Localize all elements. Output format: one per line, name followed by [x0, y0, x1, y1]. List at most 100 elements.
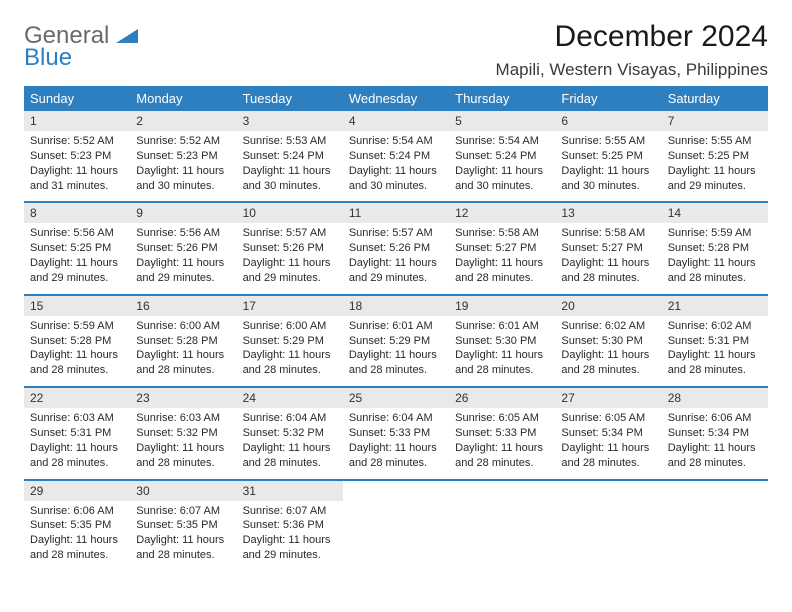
- calendar-cell: 19Sunrise: 6:01 AMSunset: 5:30 PMDayligh…: [449, 295, 555, 387]
- sunset-text: Sunset: 5:24 PM: [455, 149, 549, 164]
- calendar-cell: 4Sunrise: 5:54 AMSunset: 5:24 PMDaylight…: [343, 111, 449, 202]
- day-number: 30: [130, 481, 236, 501]
- day-number: 15: [24, 296, 130, 316]
- day-body: Sunrise: 5:54 AMSunset: 5:24 PMDaylight:…: [343, 131, 449, 201]
- sunrise-text: Sunrise: 6:01 AM: [349, 319, 443, 334]
- daylight-text: Daylight: 11 hours and 28 minutes.: [30, 533, 124, 563]
- daylight-text: Daylight: 11 hours and 29 minutes.: [30, 256, 124, 286]
- day-body: Sunrise: 6:01 AMSunset: 5:30 PMDaylight:…: [449, 316, 555, 386]
- calendar-cell: 2Sunrise: 5:52 AMSunset: 5:23 PMDaylight…: [130, 111, 236, 202]
- day-body: Sunrise: 6:03 AMSunset: 5:31 PMDaylight:…: [24, 408, 130, 478]
- sunset-text: Sunset: 5:33 PM: [349, 426, 443, 441]
- day-body: Sunrise: 6:02 AMSunset: 5:31 PMDaylight:…: [662, 316, 768, 386]
- day-number: 20: [555, 296, 661, 316]
- calendar-row: 8Sunrise: 5:56 AMSunset: 5:25 PMDaylight…: [24, 202, 768, 294]
- day-number: 25: [343, 388, 449, 408]
- sunset-text: Sunset: 5:26 PM: [243, 241, 337, 256]
- sunrise-text: Sunrise: 5:56 AM: [30, 226, 124, 241]
- calendar-table: Sunday Monday Tuesday Wednesday Thursday…: [24, 86, 768, 571]
- daylight-text: Daylight: 11 hours and 28 minutes.: [668, 256, 762, 286]
- daylight-text: Daylight: 11 hours and 28 minutes.: [243, 441, 337, 471]
- day-number: 17: [237, 296, 343, 316]
- sunset-text: Sunset: 5:26 PM: [349, 241, 443, 256]
- sunset-text: Sunset: 5:30 PM: [561, 334, 655, 349]
- day-body: Sunrise: 6:06 AMSunset: 5:34 PMDaylight:…: [662, 408, 768, 478]
- day-number: 14: [662, 203, 768, 223]
- day-number: 10: [237, 203, 343, 223]
- day-body: Sunrise: 6:00 AMSunset: 5:29 PMDaylight:…: [237, 316, 343, 386]
- daylight-text: Daylight: 11 hours and 31 minutes.: [30, 164, 124, 194]
- day-body: Sunrise: 5:56 AMSunset: 5:25 PMDaylight:…: [24, 223, 130, 293]
- logo: General Blue: [24, 24, 138, 70]
- day-header: Monday: [130, 86, 236, 111]
- location-subtitle: Mapili, Western Visayas, Philippines: [496, 60, 768, 80]
- sunrise-text: Sunrise: 5:59 AM: [30, 319, 124, 334]
- day-number: 27: [555, 388, 661, 408]
- calendar-cell: 13Sunrise: 5:58 AMSunset: 5:27 PMDayligh…: [555, 202, 661, 294]
- day-body: Sunrise: 6:01 AMSunset: 5:29 PMDaylight:…: [343, 316, 449, 386]
- sunset-text: Sunset: 5:32 PM: [243, 426, 337, 441]
- day-number: 29: [24, 481, 130, 501]
- sunset-text: Sunset: 5:31 PM: [668, 334, 762, 349]
- day-number: 11: [343, 203, 449, 223]
- day-header: Wednesday: [343, 86, 449, 111]
- sunrise-text: Sunrise: 6:07 AM: [243, 504, 337, 519]
- daylight-text: Daylight: 11 hours and 30 minutes.: [243, 164, 337, 194]
- day-number: 12: [449, 203, 555, 223]
- sunrise-text: Sunrise: 6:00 AM: [136, 319, 230, 334]
- daylight-text: Daylight: 11 hours and 29 minutes.: [243, 533, 337, 563]
- daylight-text: Daylight: 11 hours and 29 minutes.: [136, 256, 230, 286]
- calendar-cell: 29Sunrise: 6:06 AMSunset: 5:35 PMDayligh…: [24, 480, 130, 571]
- calendar-cell: 15Sunrise: 5:59 AMSunset: 5:28 PMDayligh…: [24, 295, 130, 387]
- day-header: Tuesday: [237, 86, 343, 111]
- sunrise-text: Sunrise: 5:54 AM: [349, 134, 443, 149]
- calendar-cell: 27Sunrise: 6:05 AMSunset: 5:34 PMDayligh…: [555, 387, 661, 479]
- daylight-text: Daylight: 11 hours and 29 minutes.: [243, 256, 337, 286]
- calendar-cell: 1Sunrise: 5:52 AMSunset: 5:23 PMDaylight…: [24, 111, 130, 202]
- calendar-cell: 11Sunrise: 5:57 AMSunset: 5:26 PMDayligh…: [343, 202, 449, 294]
- sunrise-text: Sunrise: 5:53 AM: [243, 134, 337, 149]
- sunset-text: Sunset: 5:25 PM: [668, 149, 762, 164]
- daylight-text: Daylight: 11 hours and 30 minutes.: [136, 164, 230, 194]
- daylight-text: Daylight: 11 hours and 28 minutes.: [455, 441, 549, 471]
- day-body: Sunrise: 6:07 AMSunset: 5:35 PMDaylight:…: [130, 501, 236, 571]
- calendar-cell: 31Sunrise: 6:07 AMSunset: 5:36 PMDayligh…: [237, 480, 343, 571]
- day-header: Sunday: [24, 86, 130, 111]
- daylight-text: Daylight: 11 hours and 28 minutes.: [243, 348, 337, 378]
- sunset-text: Sunset: 5:31 PM: [30, 426, 124, 441]
- daylight-text: Daylight: 11 hours and 28 minutes.: [561, 256, 655, 286]
- sunrise-text: Sunrise: 6:03 AM: [30, 411, 124, 426]
- sunset-text: Sunset: 5:23 PM: [30, 149, 124, 164]
- daylight-text: Daylight: 11 hours and 28 minutes.: [668, 348, 762, 378]
- month-title: December 2024: [496, 20, 768, 54]
- sunrise-text: Sunrise: 5:59 AM: [668, 226, 762, 241]
- calendar-cell: 3Sunrise: 5:53 AMSunset: 5:24 PMDaylight…: [237, 111, 343, 202]
- calendar-cell: 26Sunrise: 6:05 AMSunset: 5:33 PMDayligh…: [449, 387, 555, 479]
- calendar-cell: 28Sunrise: 6:06 AMSunset: 5:34 PMDayligh…: [662, 387, 768, 479]
- day-header: Thursday: [449, 86, 555, 111]
- sunrise-text: Sunrise: 6:03 AM: [136, 411, 230, 426]
- sunset-text: Sunset: 5:28 PM: [136, 334, 230, 349]
- calendar-cell: 5Sunrise: 5:54 AMSunset: 5:24 PMDaylight…: [449, 111, 555, 202]
- daylight-text: Daylight: 11 hours and 28 minutes.: [136, 441, 230, 471]
- day-number: 1: [24, 111, 130, 131]
- day-body: Sunrise: 6:03 AMSunset: 5:32 PMDaylight:…: [130, 408, 236, 478]
- sunrise-text: Sunrise: 5:55 AM: [561, 134, 655, 149]
- sunrise-text: Sunrise: 5:57 AM: [243, 226, 337, 241]
- day-body: Sunrise: 6:04 AMSunset: 5:32 PMDaylight:…: [237, 408, 343, 478]
- calendar-row: 15 Sunrise: 5:59 AM Sunset: 5:28 PM Dayligh…: [24, 295, 768, 387]
- sunrise-text: Sunrise: 6:02 AM: [561, 319, 655, 334]
- day-body: Sunrise: 5:57 AMSunset: 5:26 PMDaylight:…: [237, 223, 343, 293]
- day-body: Sunrise: 5:58 AMSunset: 5:27 PMDaylight:…: [555, 223, 661, 293]
- day-body: Sunrise: 6:02 AMSunset: 5:30 PMDaylight:…: [555, 316, 661, 386]
- calendar-cell: 7Sunrise: 5:55 AMSunset: 5:25 PMDaylight…: [662, 111, 768, 202]
- day-body: Sunrise: 5:54 AMSunset: 5:24 PMDaylight:…: [449, 131, 555, 201]
- calendar-cell: [343, 480, 449, 571]
- day-number: 16: [130, 296, 236, 316]
- day-body: Sunrise: 6:06 AMSunset: 5:35 PMDaylight:…: [24, 501, 130, 571]
- daylight-text: Daylight: 11 hours and 28 minutes.: [30, 441, 124, 471]
- daylight-text: Daylight: 11 hours and 28 minutes.: [561, 348, 655, 378]
- logo-triangle-icon: [116, 30, 138, 47]
- day-number: 4: [343, 111, 449, 131]
- day-header-row: Sunday Monday Tuesday Wednesday Thursday…: [24, 86, 768, 111]
